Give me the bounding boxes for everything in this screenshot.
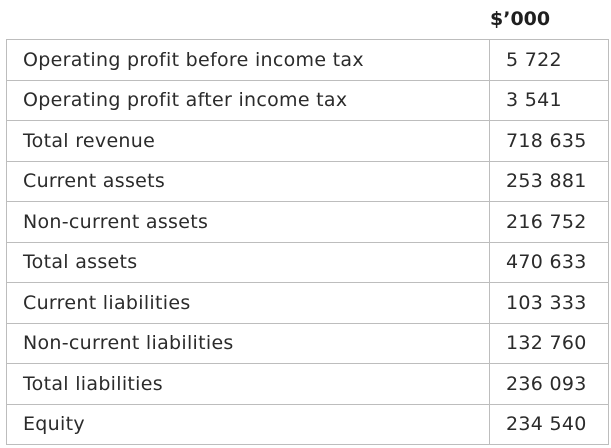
- row-value: 234 540: [489, 403, 609, 445]
- table-row: Non-current assets 216 752: [6, 201, 609, 243]
- table-row: Operating profit before income tax 5 722: [6, 39, 609, 81]
- row-label: Current assets: [6, 160, 490, 202]
- row-value: 253 881: [489, 160, 609, 202]
- row-value: 132 760: [489, 322, 609, 364]
- row-label: Current liabilities: [6, 282, 490, 324]
- table-row: Non-current liabilities 132 760: [6, 322, 609, 364]
- row-value: 103 333: [489, 282, 609, 324]
- table-row: Equity 234 540: [6, 403, 609, 445]
- column-header-unit: $’000: [490, 8, 551, 30]
- row-label: Non-current liabilities: [6, 322, 490, 364]
- table-row: Total revenue 718 635: [6, 120, 609, 162]
- financial-table: Operating profit before income tax 5 722…: [6, 39, 609, 445]
- row-label: Non-current assets: [6, 201, 490, 243]
- row-label: Total revenue: [6, 120, 490, 162]
- row-label: Total assets: [6, 241, 490, 283]
- row-label: Operating profit after income tax: [6, 79, 490, 121]
- row-value: 3 541: [489, 79, 609, 121]
- row-label: Operating profit before income tax: [6, 39, 490, 81]
- row-value: 236 093: [489, 363, 609, 405]
- row-value: 718 635: [489, 120, 609, 162]
- row-value: 216 752: [489, 201, 609, 243]
- table-row: Total liabilities 236 093: [6, 363, 609, 405]
- table-row: Total assets 470 633: [6, 241, 609, 283]
- table-row: Operating profit after income tax 3 541: [6, 79, 609, 121]
- table-row: Current assets 253 881: [6, 160, 609, 202]
- row-value: 5 722: [489, 39, 609, 81]
- row-value: 470 633: [489, 241, 609, 283]
- row-label: Total liabilities: [6, 363, 490, 405]
- table-row: Current liabilities 103 333: [6, 282, 609, 324]
- row-label: Equity: [6, 403, 490, 445]
